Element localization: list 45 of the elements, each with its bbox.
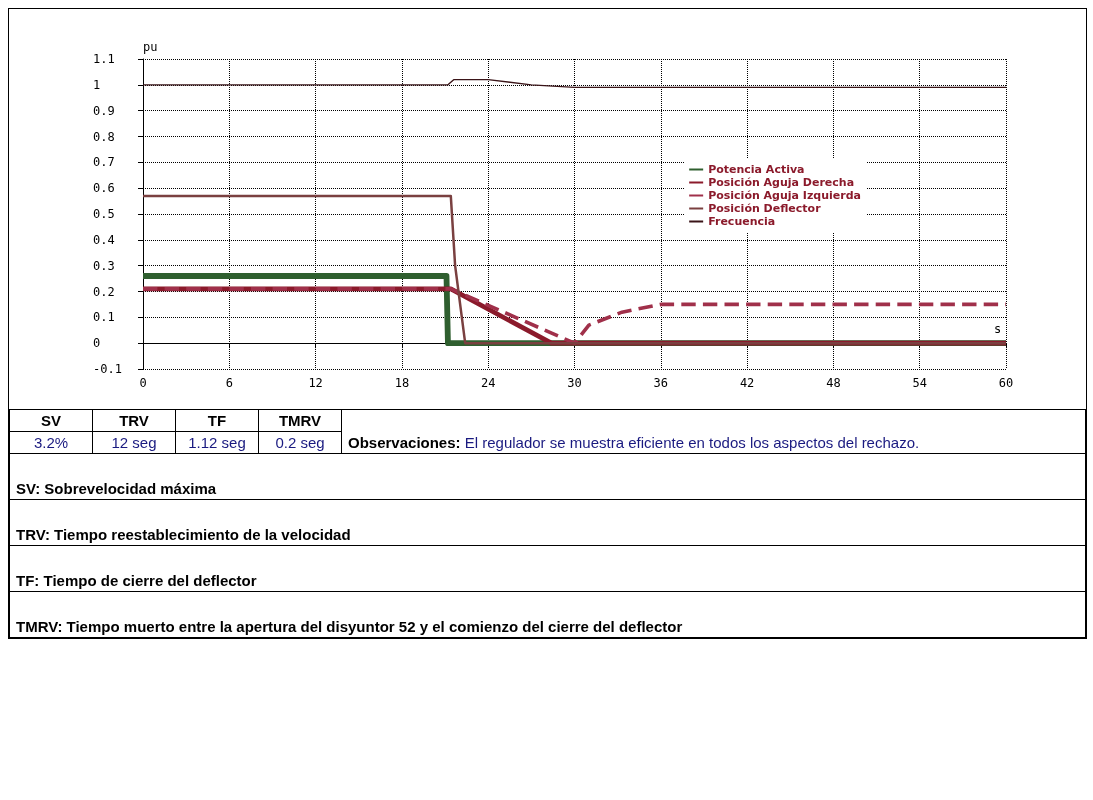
x-tick-label: 48 <box>826 376 841 390</box>
text: El regulador se muestra eficiente en todos los aspectos del rechazo. <box>464 434 920 451</box>
y-tick-label: 0.9 <box>93 103 115 118</box>
text: TRV <box>92 409 176 432</box>
text: SV: Sobrevelocidad máxima <box>9 453 1086 500</box>
x-tick-label: 18 <box>394 376 410 390</box>
x-tick-label: 0 <box>139 376 147 390</box>
legend-label: Frecuencia <box>708 215 776 228</box>
y-tick-label: 1 <box>93 77 101 92</box>
x-tick-label: 54 <box>912 376 927 390</box>
text: 1.12 seg <box>175 431 259 454</box>
text: 0.2 seg <box>258 431 342 454</box>
x-axis-title: s <box>994 322 1002 337</box>
y-tick-label: 0.7 <box>93 155 115 170</box>
y-tick-label: 0.4 <box>93 232 115 247</box>
x-tick-label: 6 <box>225 376 233 390</box>
text: TMRV <box>258 409 342 432</box>
text: TF: Tiempo de cierre del deflector <box>9 545 1086 592</box>
text: Observaciones: <box>348 434 461 451</box>
x-tick-label: 30 <box>567 376 582 390</box>
text: TMRV: Tiempo muerto entre la apertura del disyuntor 52 y el comienzo del cierre del deflector <box>9 591 1086 638</box>
y-tick-label: 0.5 <box>93 207 115 221</box>
x-tick-label: 24 <box>480 376 496 390</box>
x-tick-label: 12 <box>308 376 323 390</box>
legend-label: Posición Deflector <box>708 202 822 215</box>
y-tick-label: 0 <box>93 336 101 351</box>
y-tick-label: 0.2 <box>93 284 115 299</box>
text: 12 seg <box>92 431 176 454</box>
x-tick-label: 60 <box>998 376 1014 390</box>
x-tick-label: 36 <box>653 376 669 390</box>
y-tick-label: 0.8 <box>93 129 115 144</box>
y-tick-label: 0.1 <box>93 310 115 325</box>
text: TRV: Tiempo reestablecimiento de la velocidad <box>9 499 1086 546</box>
y-tick-label: 0.3 <box>93 258 115 273</box>
x-tick-label: 42 <box>739 376 755 390</box>
legend-label: Posición Aguja Izquierda <box>708 189 861 202</box>
y-tick-label: 0.6 <box>93 181 115 196</box>
text: SV <box>9 409 93 432</box>
text: 3.2% <box>9 431 93 454</box>
y-tick-label: -0.1 <box>93 362 122 376</box>
text: TF <box>175 409 259 432</box>
legend-label: Posición Aguja Derecha <box>708 176 855 189</box>
y-axis-title: pu <box>143 40 158 54</box>
y-tick-label: 1.1 <box>93 52 115 66</box>
legend-label: Potencia Activa <box>708 163 805 176</box>
